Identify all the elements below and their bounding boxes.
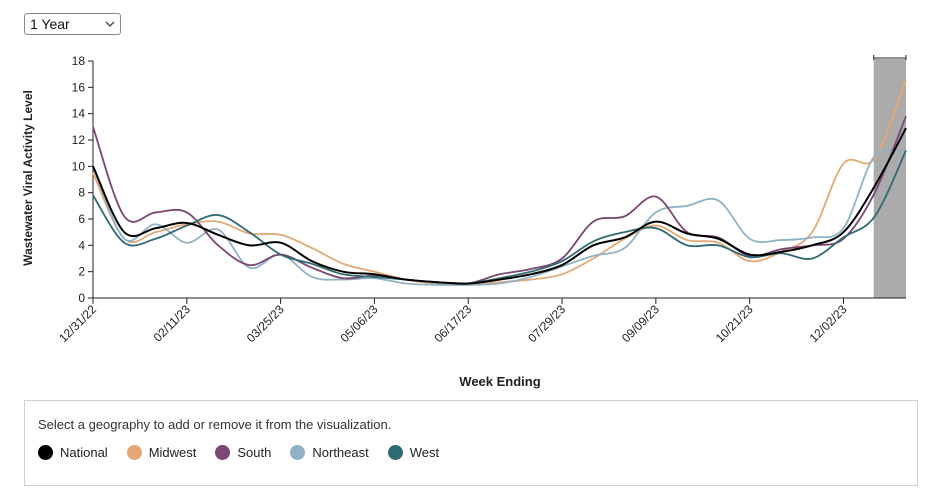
y-tick-label: 2: [78, 265, 85, 279]
x-tick-label: 07/29/23: [525, 302, 568, 345]
y-tick-label: 6: [78, 212, 85, 226]
y-tick-label: 4: [78, 238, 85, 252]
axes: 0 2 4 6 8 10 12 14 16 18 12/31/22 02/11/23 03/25/23 0…: [56, 54, 906, 345]
series-lines: [92, 79, 907, 286]
series-line-national[interactable]: [92, 127, 907, 285]
legend-item-west[interactable]: West: [387, 445, 440, 460]
y-tick-label: 12: [72, 133, 86, 147]
legend-swatch: [215, 445, 231, 460]
x-tick-label: 12/31/22: [56, 302, 99, 345]
y-tick-label: 10: [72, 159, 86, 173]
x-tick-label: 03/25/23: [244, 302, 287, 345]
time-range-value: 1 Year: [30, 16, 70, 32]
legend-swatch: [38, 445, 53, 460]
line-chart: 0 2 4 6 8 10 12 14 16 18 12/31/22 02/11/23 03/25/23 0…: [21, 54, 907, 389]
x-tick-label: 09/09/23: [619, 302, 662, 345]
legend-label: South: [237, 445, 272, 460]
chevron-down-icon: [105, 21, 115, 27]
legend-label: National: [60, 445, 108, 460]
y-axis-label: Wastewater Viral Activity Level: [21, 90, 35, 266]
x-tick-label: 02/11/23: [151, 302, 194, 345]
legend-swatch: [126, 445, 142, 460]
x-tick-label: 05/06/23: [338, 302, 381, 345]
legend-label: Northeast: [312, 445, 369, 460]
legend-label: West: [409, 445, 440, 460]
y-tick-label: 8: [78, 186, 85, 200]
y-tick-label: 14: [72, 107, 86, 121]
legend-item-south[interactable]: South: [215, 445, 271, 460]
x-tick-label: 12/02/23: [807, 302, 850, 345]
series-line-south[interactable]: [92, 115, 907, 285]
y-tick-label: 16: [72, 80, 86, 94]
y-tick-label: 0: [78, 291, 85, 305]
legend-swatch: [290, 445, 306, 460]
legend-item-midwest[interactable]: Midwest: [126, 445, 197, 460]
legend-label: Midwest: [148, 445, 197, 460]
highlight-bracket[interactable]: [873, 55, 907, 60]
x-tick-label: 06/17/23: [431, 302, 474, 345]
x-axis-label: Week Ending: [459, 374, 540, 389]
y-tick-label: 18: [72, 54, 86, 68]
series-line-west[interactable]: [92, 150, 907, 285]
legend-item-northeast[interactable]: Northeast: [290, 445, 369, 460]
legend-item-national[interactable]: National: [38, 445, 108, 460]
legend-swatch: [387, 445, 403, 460]
x-tick-label: 10/21/23: [713, 302, 756, 345]
time-range-select[interactable]: 1 Year: [24, 13, 121, 35]
legend-items: National Midwest South Northeast West: [38, 445, 439, 460]
legend-panel: Select a geography to add or remove it f…: [24, 400, 918, 486]
legend-instruction: Select a geography to add or remove it f…: [38, 417, 392, 432]
series-line-northeast[interactable]: [92, 148, 907, 286]
